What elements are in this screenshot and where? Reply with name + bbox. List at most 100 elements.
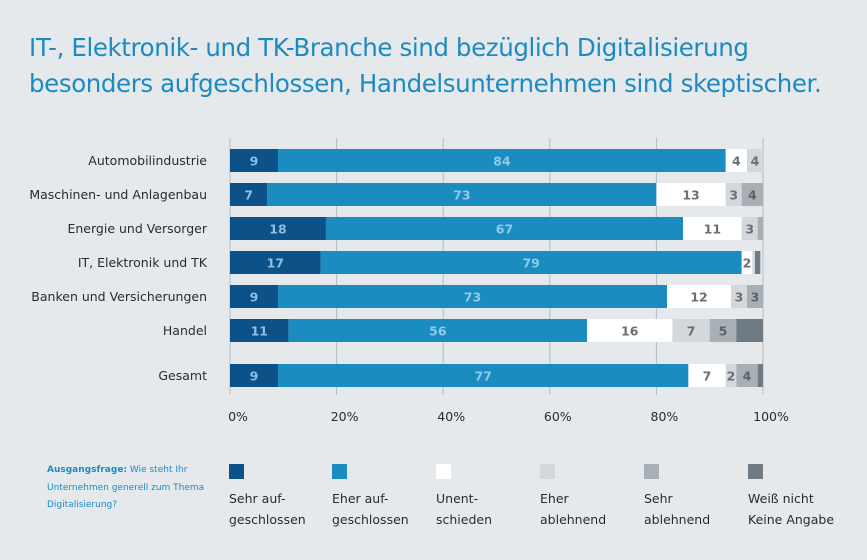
legend-item: Eher auf- geschlossen [332,464,442,530]
bar-segment [267,183,657,206]
bar-segment [747,149,763,172]
bar-segment [709,319,737,342]
bar-row: 17 79 2 [230,251,761,274]
legend-item: Eher ablehnend [540,464,650,530]
bar-value-label: 4 [748,188,757,203]
legend-item: Unent- schieden [436,464,546,530]
bar-segment [688,364,726,387]
legend-label: Unent- schieden [436,491,493,527]
category-labels: Automobilindustrie Maschinen- und Anlagen… [29,153,208,383]
bar-value-label: 73 [464,290,481,305]
bars: 9 84 4 47 73 13 3 418 67 11 317 79 29 73 12 3 311 56 16 7 59… [230,149,763,387]
bar-segment [725,183,742,206]
x-tick-label: 80% [651,409,679,424]
bar-value-label: 18 [269,222,286,237]
category-label: Automobilindustrie [88,153,207,168]
bar-row: 9 73 12 3 3 [230,285,763,308]
bar-segment [230,364,278,387]
bar-segment [277,149,726,172]
question-note: Ausgangsfrage: Wie steht Ihr Unternehmen… [47,462,207,515]
bar-value-label: 12 [690,290,707,305]
bar-segment [320,251,742,274]
x-tick-label: 40% [437,409,465,424]
bar-segment [656,183,726,206]
bar-value-label: 73 [453,188,470,203]
legend-swatch [332,464,347,479]
bar-segment [230,217,326,240]
bar-value-label: 67 [496,222,513,237]
category-label: Handel [163,323,207,338]
bar-value-label: 3 [745,222,754,237]
bar-row: 9 77 7 2 4 [230,364,763,387]
category-label: IT, Elektronik und TK [78,255,208,270]
bar-segment [752,251,756,274]
bar-value-label: 7 [687,324,696,339]
x-tick-label: 0% [228,409,248,424]
bar-segment [672,319,710,342]
legend-label: Eher auf- geschlossen [332,491,409,527]
bar-segment [683,217,742,240]
bar-segment [230,251,321,274]
bar-value-label: 2 [743,256,752,271]
bar-value-label: 3 [735,290,744,305]
question-label: Ausgangsfrage: [47,465,128,475]
bar-segment [741,183,763,206]
legend-label: Weiß nicht Keine Angabe [748,491,835,527]
bar-value-label: 9 [250,154,259,169]
bar-segment [277,364,689,387]
legend-item: Weiß nicht Keine Angabe [748,464,858,530]
bar-segment [747,285,763,308]
bar-segment [736,364,758,387]
bar-segment [725,149,748,172]
bar-row: 9 84 4 4 [230,149,763,172]
x-tick-label: 60% [544,409,572,424]
category-label: Gesamt [158,368,207,383]
bar-segment [731,285,748,308]
legend-swatch [540,464,555,479]
bar-value-label: 9 [250,290,259,305]
legend-item: Sehr auf- geschlossen [229,464,339,530]
bar-segment [741,251,753,274]
bar-segment [230,319,289,342]
x-tick-label: 100% [753,409,789,424]
bar-row: 18 67 11 3 [230,217,763,240]
bar-row: 7 73 13 3 4 [230,183,763,206]
bar-segment [667,285,732,308]
bar-value-label: 79 [522,256,539,271]
bar-value-label: 17 [267,256,284,271]
legend-swatch [748,464,763,479]
bar-value-label: 56 [429,324,447,339]
legend-item: Sehr ablehnend [644,464,754,530]
bar-segment [587,319,673,342]
bar-value-label: 11 [251,324,268,339]
x-axis-tick-labels: 0% 20% 40% 60% 80% 100% [228,409,789,424]
bar-segment [741,217,758,240]
bar-value-label: 2 [727,369,736,384]
bar-segment [725,364,737,387]
bar-value-label: 4 [743,369,752,384]
bar-row: 11 56 16 7 5 [230,319,763,342]
bar-segment [288,319,588,342]
bar-value-label: 13 [682,188,699,203]
bar-value-label: 9 [250,369,259,384]
bar-value-label: 3 [751,290,760,305]
legend-swatch [229,464,244,479]
legend-label: Sehr auf- geschlossen [229,491,306,527]
bar-value-label: 3 [729,188,738,203]
bar-segment [755,251,761,274]
bar-segment [230,183,268,206]
bar-segment [325,217,684,240]
bar-segment [757,217,763,240]
bar-value-label: 84 [493,154,511,169]
bar-value-label: 16 [621,324,639,339]
legend-label: Eher ablehnend [540,491,607,527]
bar-value-label: 7 [703,369,712,384]
question-text: Wie steht Ihr Unternehmen generell zum T… [47,465,205,510]
bar-value-label: 77 [474,369,491,384]
category-label: Maschinen- und Anlagenbau [29,187,207,202]
bar-segment [230,149,278,172]
category-label: Energie und Versorger [67,221,207,236]
bar-value-label: 4 [732,154,741,169]
category-label: Banken und Versicherungen [31,289,207,304]
